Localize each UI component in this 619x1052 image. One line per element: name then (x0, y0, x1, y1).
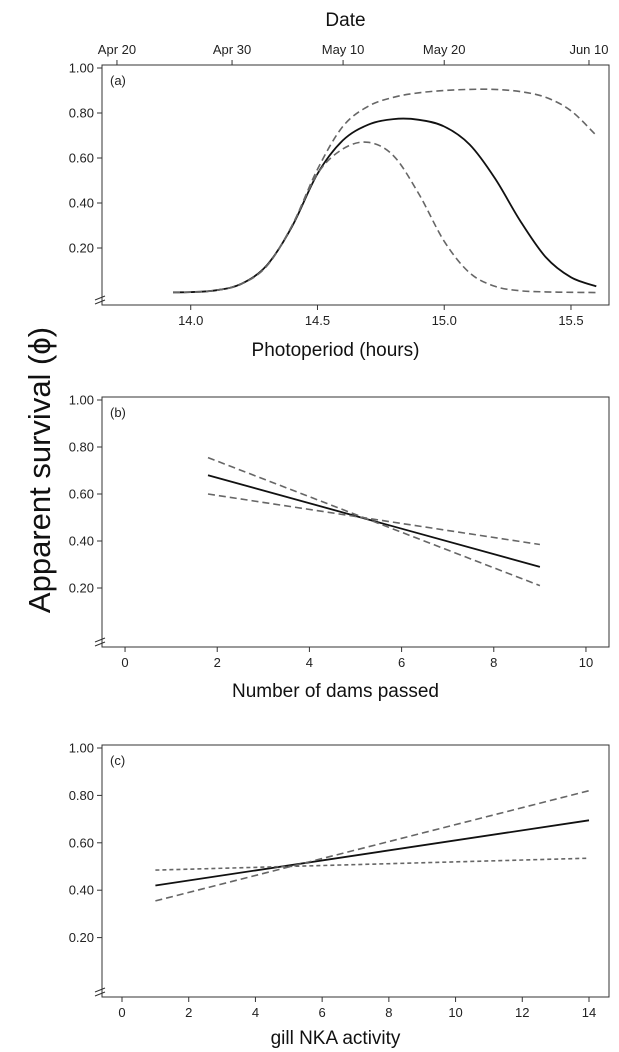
panel-label: (b) (110, 405, 126, 420)
top-x-tick-label: May 20 (423, 42, 466, 57)
plot-frame (101, 396, 610, 648)
y-tick-label: 0.40 (69, 534, 94, 549)
y-tick-label: 0.60 (69, 487, 94, 502)
top-x-axis-title: Date (325, 10, 365, 31)
series-line-ci-1 (155, 789, 590, 902)
chart-panel-b: 0.20 0.40 0.60 0.80 1.00 0 2 4 6 8 10 (b) Number of … (69, 393, 610, 702)
y-tick-label: 0.40 (69, 883, 94, 898)
x-tick-label: 0 (121, 655, 128, 670)
top-x-tick-label: Jun 10 (569, 42, 608, 57)
plot-frame (101, 744, 610, 998)
x-tick-label: 10 (448, 1005, 462, 1020)
series-line-ci-2 (155, 857, 590, 871)
y-tick-label: 0.80 (69, 440, 94, 455)
x-tick-label: 4 (306, 655, 313, 670)
chart-panel-c: 0.20 0.40 0.60 0.80 1.00 0 2 4 6 8 10 12 14 (c) gill N… (69, 741, 610, 1049)
x-tick-label: 15.0 (432, 313, 457, 328)
axis-break-mark (94, 299, 106, 305)
shared-y-axis-label: Apparent survival (ϕ) (22, 327, 57, 613)
panels: 0.20 0.40 0.60 0.80 1.00 14.0 14.5 15.0 15.5 Apr … (69, 10, 610, 1049)
x-tick-label: 2 (185, 1005, 192, 1020)
x-axis-title: Photoperiod (hours) (252, 340, 420, 361)
plot-frame (101, 64, 610, 306)
y-tick-label: 0.80 (69, 106, 94, 121)
x-tick-label: 6 (398, 655, 405, 670)
series-line-ci-2 (207, 493, 541, 546)
x-tick-label: 8 (490, 655, 497, 670)
y-tick-label: 0.60 (69, 835, 94, 850)
x-axis-title: gill NKA activity (271, 1028, 401, 1049)
x-tick-label: 12 (515, 1005, 529, 1020)
y-tick-label: 1.00 (69, 393, 94, 408)
panel-label: (a) (110, 73, 126, 88)
x-tick-label: 4 (252, 1005, 259, 1020)
y-tick-label: 0.40 (69, 196, 94, 211)
x-tick-label: 14.5 (305, 313, 330, 328)
y-tick-label: 0.60 (69, 151, 94, 166)
series-line-estimate (155, 819, 590, 887)
top-x-tick-label: Apr 20 (98, 42, 136, 57)
y-tick-label: 0.20 (69, 241, 94, 256)
axis-break-mark (94, 987, 106, 993)
axis-break-mark (94, 641, 106, 647)
top-x-tick-label: May 10 (322, 42, 365, 57)
x-tick-label: 15.5 (558, 313, 583, 328)
x-tick-label: 6 (319, 1005, 326, 1020)
axis-break-mark (94, 637, 106, 643)
y-tick-label: 0.20 (69, 930, 94, 945)
y-tick-label: 0.80 (69, 788, 94, 803)
x-tick-label: 14 (582, 1005, 596, 1020)
chart-panel-a: 0.20 0.40 0.60 0.80 1.00 14.0 14.5 15.0 15.5 Apr … (69, 10, 610, 361)
x-tick-label: 10 (579, 655, 593, 670)
x-axis-title: Number of dams passed (232, 681, 439, 702)
y-tick-label: 0.20 (69, 581, 94, 596)
x-tick-label: 2 (214, 655, 221, 670)
x-tick-label: 14.0 (178, 313, 203, 328)
y-tick-label: 1.00 (69, 741, 94, 756)
series-line-ci-1 (207, 456, 541, 587)
axis-break-mark (94, 991, 106, 997)
y-tick-label: 1.00 (69, 61, 94, 76)
panel-label: (c) (110, 753, 125, 768)
series-line-ci-2 (172, 141, 597, 294)
x-tick-label: 8 (385, 1005, 392, 1020)
series-line-estimate (172, 117, 597, 294)
axis-break-mark (94, 295, 106, 301)
top-x-tick-label: Apr 30 (213, 42, 251, 57)
x-tick-label: 0 (118, 1005, 125, 1020)
